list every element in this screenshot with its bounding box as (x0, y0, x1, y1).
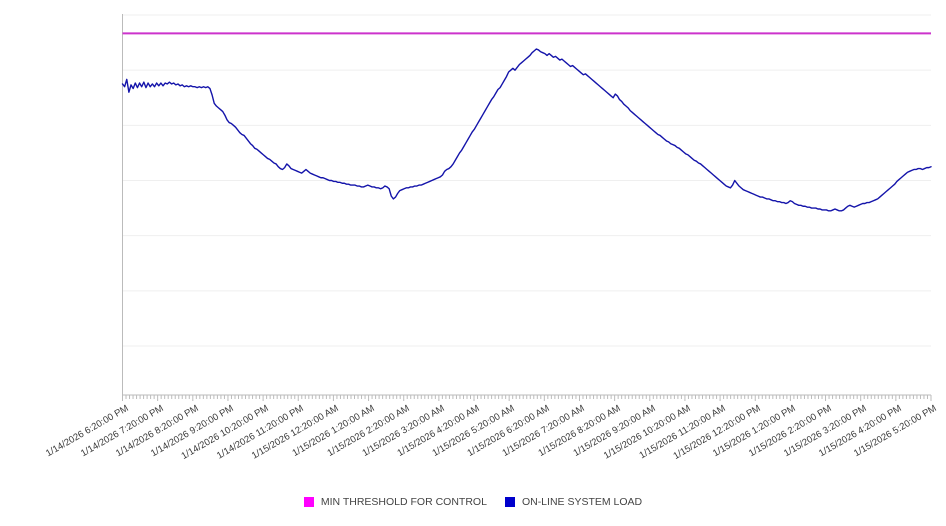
chart-legend: MIN THRESHOLD FOR CONTROL ON-LINE SYSTEM… (0, 496, 946, 508)
legend-label-min-threshold-for-control: MIN THRESHOLD FOR CONTROL (320, 496, 487, 508)
legend-swatch-blue (504, 497, 515, 507)
data-series (121, 32, 932, 212)
legend-item-min-threshold-for-control[interactable]: MIN THRESHOLD FOR CONTROL (303, 496, 487, 508)
x-axis-tick-marks (122, 395, 932, 401)
legend-swatch-magenta (303, 497, 314, 507)
legend-item-on-line-system-load[interactable]: ON-LINE SYSTEM LOAD (504, 496, 643, 508)
series-line-on-line-system-load (121, 48, 932, 212)
legend-label-on-line-system-load: ON-LINE SYSTEM LOAD (521, 496, 643, 508)
gridlines (122, 14, 931, 347)
